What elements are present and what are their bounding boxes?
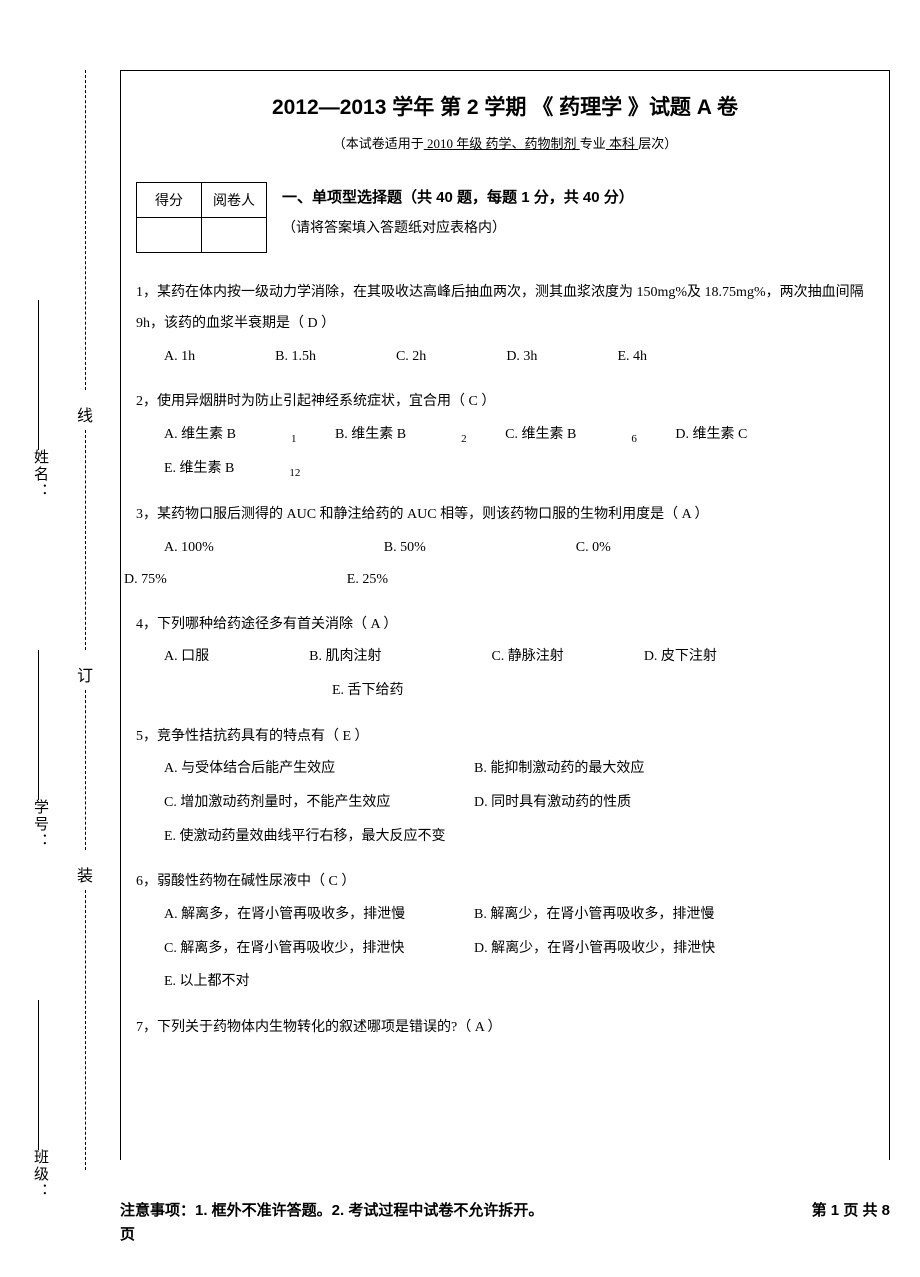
q6-stem: 6，弱酸性药物在碱性尿液中（ C ） [136,867,874,898]
question-6: 6，弱酸性药物在碱性尿液中（ C ） A. 解离多，在肾小管再吸收多，排泄慢B.… [136,867,874,999]
q4-options-2: E. 舌下给药 [136,674,874,708]
grader-header: 阅卷人 [202,183,267,218]
footer-page: 第 1 页 共 8 [812,1199,890,1247]
q4-stem: 4，下列哪种给药途径多有首关消除（ A ） [136,610,874,641]
grader-cell [202,218,267,253]
id-underline [38,650,39,800]
question-5: 5，竞争性拮抗药具有的特点有（ E ） A. 与受体结合后能产生效应B. 能抑制… [136,722,874,854]
q2-stem: 2，使用异烟肼时为防止引起神经系统症状，宜合用（ C ） [136,387,874,418]
footer: 注意事项：1. 框外不准许答题。2. 考试过程中试卷不允许拆开。 页 第 1 页… [120,1199,890,1247]
section-note: （请将答案填入答题纸对应表格内） [282,217,634,237]
question-1: 1，某药在体内按一级动力学消除，在其吸收达高峰后抽血两次，测其血浆浓度为 150… [136,278,874,373]
q2-options: A. 维生素 B1 B. 维生素 B2 C. 维生素 B6 D. 维生素 C E… [136,418,874,486]
q7-stem: 7，下列关于药物体内生物转化的叙述哪项是错误的?（ A ） [136,1013,874,1044]
name-label: 姓名： [30,449,51,500]
q3-options-2: D. 75%E. 25% [124,565,874,596]
score-cell [137,218,202,253]
exam-subtitle: （本试卷适用于 2010 年级 药学、药物制剂 专业 本科 层次） [136,133,874,152]
binding-char-2: 订 [77,660,93,688]
q5-options: A. 与受体结合后能产生效应B. 能抑制激动药的最大效应 C. 增加激动药剂量时… [136,752,874,853]
q1-options: A. 1hB. 1.5hC. 2hD. 3hE. 4h [136,340,874,374]
class-underline [38,1000,39,1150]
section-title: 一、单项型选择题（共 40 题，每题 1 分，共 40 分） [282,186,634,207]
question-7: 7，下列关于药物体内生物转化的叙述哪项是错误的?（ A ） [136,1013,874,1044]
question-2: 2，使用异烟肼时为防止引起神经系统症状，宜合用（ C ） A. 维生素 B1 B… [136,387,874,486]
question-3: 3，某药物口服后测得的 AUC 和静注给药的 AUC 相等，则该药物口服的生物利… [136,500,874,595]
id-label: 学号： [30,799,51,850]
q3-stem: 3，某药物口服后测得的 AUC 和静注给药的 AUC 相等，则该药物口服的生物利… [136,500,874,531]
exam-frame: 2012—2013 学年 第 2 学期 《 药理学 》试题 A 卷 （本试卷适用… [120,70,890,1160]
binding-char-3: 线 [77,400,93,428]
q3-options: A. 100%B. 50%C. 0% [136,531,874,565]
q6-options: A. 解离多，在肾小管再吸收多，排泄慢B. 解离少，在肾小管再吸收多，排泄慢 C… [136,898,874,999]
q4-options: A. 口服B. 肌肉注射C. 静脉注射D. 皮下注射 [136,640,874,674]
q1-stem: 1，某药在体内按一级动力学消除，在其吸收达高峰后抽血两次，测其血浆浓度为 150… [136,278,874,340]
binding-char-1: 装 [77,860,93,888]
binding-line: 线 订 装 [75,70,95,1170]
score-table: 得分 阅卷人 [136,182,267,253]
class-label: 班级： [30,1149,51,1200]
question-4: 4，下列哪种给药途径多有首关消除（ A ） A. 口服B. 肌肉注射C. 静脉注… [136,610,874,708]
section-heading: 一、单项型选择题（共 40 题，每题 1 分，共 40 分） （请将答案填入答题… [282,182,634,237]
score-header: 得分 [137,183,202,218]
section-header-row: 得分 阅卷人 一、单项型选择题（共 40 题，每题 1 分，共 40 分） （请… [136,182,874,253]
exam-title: 2012—2013 学年 第 2 学期 《 药理学 》试题 A 卷 [136,91,874,121]
name-underline [38,300,39,450]
q5-stem: 5，竞争性拮抗药具有的特点有（ E ） [136,722,874,753]
footer-page-suffix: 页 [120,1226,135,1243]
footer-note: 注意事项：1. 框外不准许答题。2. 考试过程中试卷不允许拆开。 [120,1202,543,1219]
